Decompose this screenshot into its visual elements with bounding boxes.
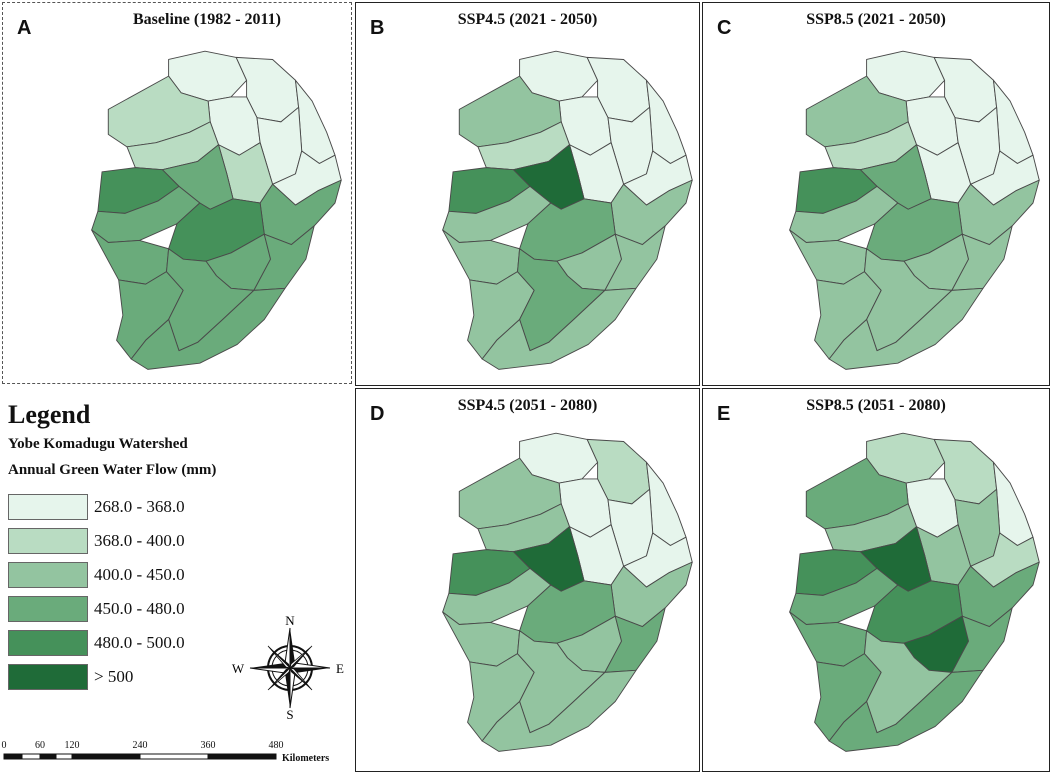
legend-swatch: [8, 562, 88, 588]
subbasin-polygon: [604, 607, 666, 673]
legend-swatch: [8, 664, 88, 690]
legend-label: 480.0 - 500.0: [94, 633, 185, 652]
watershed-map-e: [789, 432, 1040, 752]
scale-tick-label: 240: [133, 740, 148, 751]
legend-swatch: [8, 528, 88, 554]
watershed-map-a: [91, 50, 342, 370]
panel-title: SSP4.5 (2021 - 2050): [457, 11, 598, 28]
panel-e: E SSP8.5 (2051 - 2080): [702, 388, 1050, 772]
legend-item: 368.0 - 400.0: [8, 528, 268, 556]
panel-letter: D: [370, 403, 385, 425]
north-arrow-icon: N S W E: [232, 616, 344, 720]
panel-c: C SSP8.5 (2021 - 2050): [702, 2, 1050, 386]
scale-tick-label: 360: [201, 740, 216, 751]
panel-a: A Baseline (1982 - 2011): [2, 2, 352, 384]
subbasin-polygon: [130, 287, 286, 370]
legend-subtitle-variable: Annual Green Water Flow (mm): [8, 462, 217, 478]
legend-item: 450.0 - 480.0: [8, 596, 268, 624]
legend-swatch: [8, 630, 88, 656]
legend-item: > 500: [8, 664, 268, 692]
subbasin-polygon: [828, 287, 984, 370]
scale-unit: Kilometers: [282, 753, 329, 764]
panel-letter: B: [370, 17, 385, 39]
panel-d: D SSP4.5 (2051 - 2080): [355, 388, 700, 772]
legend-title: Legend: [8, 400, 91, 429]
scale-tick-label: 60: [35, 740, 45, 751]
scale-tick-label: 120: [65, 740, 80, 751]
legend-label: 268.0 - 368.0: [94, 497, 185, 516]
legend: Legend Yobe Komadugu Watershed Annual Gr…: [0, 388, 352, 773]
legend-item: 480.0 - 500.0: [8, 630, 268, 658]
panel-title: SSP4.5 (2051 - 2080): [457, 397, 598, 414]
subbasin-polygon: [951, 607, 1013, 673]
subbasin-polygon: [253, 225, 315, 291]
watershed-map-c: [789, 50, 1040, 370]
scale-tick-label: 480: [269, 740, 284, 751]
panel-letter: C: [717, 17, 732, 39]
scale-tick-label: 0: [2, 740, 7, 751]
legend-label: 400.0 - 450.0: [94, 565, 185, 584]
panel-letter: A: [17, 17, 32, 39]
legend-label: 450.0 - 480.0: [94, 599, 185, 618]
subbasin-polygon: [828, 669, 984, 752]
legend-swatch: [8, 596, 88, 622]
compass-s: S: [286, 707, 293, 720]
panel-letter: E: [717, 403, 731, 425]
panel-title: SSP8.5 (2051 - 2080): [806, 397, 946, 414]
compass-n: N: [285, 616, 295, 628]
legend-label: 368.0 - 400.0: [94, 531, 185, 550]
panel-title: Baseline (1982 - 2011): [133, 11, 281, 28]
watershed-map-d: [442, 432, 693, 752]
subbasin-polygon: [604, 225, 666, 291]
panel-title: SSP8.5 (2021 - 2050): [806, 11, 946, 28]
legend-item: 400.0 - 450.0: [8, 562, 268, 590]
compass-e: E: [336, 661, 344, 676]
legend-item: 268.0 - 368.0: [8, 494, 268, 522]
scale-bar: 0 60 120 240 360 480 Kilometers: [2, 740, 330, 764]
subbasin-polygon: [481, 669, 637, 752]
subbasin-polygon: [481, 287, 637, 370]
compass-w: W: [232, 661, 245, 676]
legend-label: > 500: [94, 667, 134, 686]
legend-swatch: [8, 494, 88, 520]
legend-subtitle-watershed: Yobe Komadugu Watershed: [8, 436, 188, 452]
subbasin-polygon: [951, 225, 1013, 291]
panel-b: B SSP4.5 (2021 - 2050): [355, 2, 700, 386]
watershed-map-b: [442, 50, 693, 370]
